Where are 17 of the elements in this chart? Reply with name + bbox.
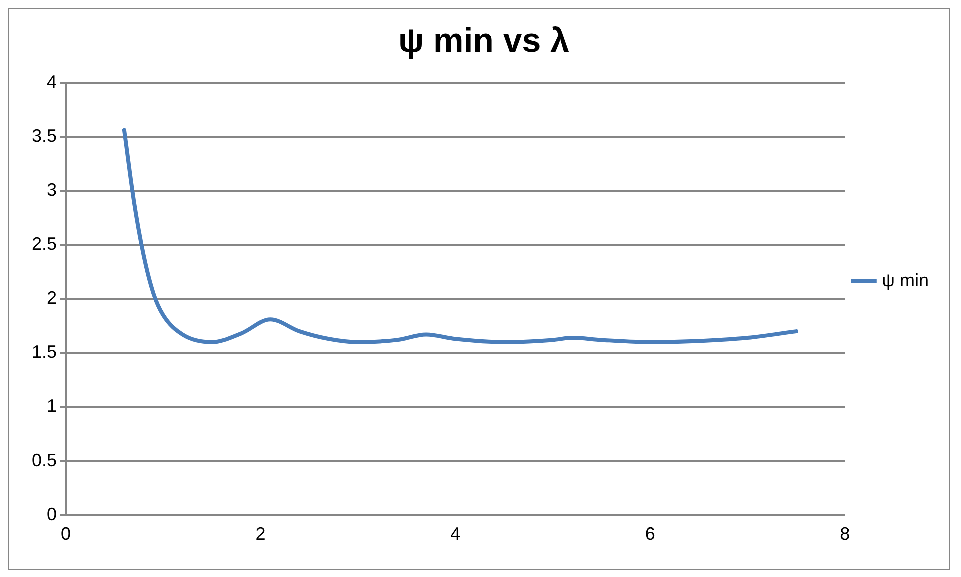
x-tick-label: 6 <box>645 524 656 544</box>
y-tick-label: 1 <box>47 396 58 416</box>
x-tick-label: 8 <box>840 524 850 544</box>
y-tick-label: 0 <box>47 504 58 524</box>
chart-title: ψ min vs λ <box>398 22 570 60</box>
y-tick-label: 1.5 <box>32 342 58 362</box>
y-tick-label: 0.5 <box>32 450 58 470</box>
x-tick-label: 2 <box>256 524 266 544</box>
line-series <box>122 128 798 344</box>
y-tick-label: 3 <box>47 180 58 200</box>
y-tick-label: 3.5 <box>32 126 58 146</box>
legend-label: ψ min <box>882 270 930 290</box>
y-tick-label: 2.5 <box>32 234 58 254</box>
y-tick-label: 4 <box>47 72 58 92</box>
y-tick-label: 2 <box>47 288 58 308</box>
x-tick-label: 0 <box>61 524 72 544</box>
x-tick-label: 4 <box>450 524 461 544</box>
